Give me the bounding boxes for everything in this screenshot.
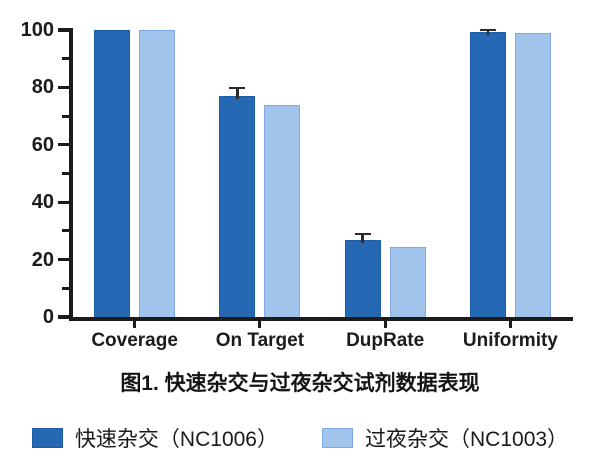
- bar: [139, 30, 176, 317]
- y-minor-tick: [62, 286, 69, 290]
- y-major-tick: [58, 315, 69, 319]
- error-bar-stem: [486, 30, 490, 35]
- x-axis-line: [69, 317, 573, 321]
- x-tick: [383, 320, 387, 328]
- legend-swatch-fast-hyb: [31, 428, 63, 448]
- y-minor-tick: [62, 57, 69, 61]
- legend-label: 过夜杂交（NC1003）: [365, 428, 569, 451]
- error-bar-cap: [354, 232, 371, 236]
- bar: [264, 104, 301, 317]
- bar: [344, 239, 381, 317]
- legend-swatch-overnight-hyb: [322, 428, 353, 448]
- y-major-tick: [58, 28, 69, 32]
- x-tick: [258, 320, 262, 328]
- y-minor-tick: [62, 172, 69, 175]
- y-tick-label: 80: [31, 76, 54, 99]
- y-tick-label: 40: [31, 191, 54, 214]
- bar: [514, 32, 551, 317]
- bar: [219, 96, 256, 317]
- y-major-tick: [58, 258, 69, 262]
- bar: [389, 246, 426, 317]
- bar: [469, 32, 506, 317]
- y-major-tick: [58, 143, 69, 147]
- chart-legend: 快速杂交（NC1006） 过夜杂交（NC1003）: [0, 423, 600, 453]
- x-category-label: DupRate: [346, 330, 425, 351]
- x-category-label: Coverage: [91, 330, 178, 351]
- y-major-tick: [58, 200, 69, 204]
- y-minor-tick: [62, 114, 69, 118]
- legend-item-overnight-hyb: 过夜杂交（NC1003）: [322, 423, 568, 453]
- error-bar-stem: [236, 87, 239, 99]
- y-major-tick: [58, 85, 69, 89]
- error-bar-cap: [229, 86, 246, 90]
- bar: [94, 30, 131, 317]
- error-bar-stem: [361, 233, 364, 243]
- y-tick-label: 100: [20, 19, 54, 41]
- legend-label: 快速杂交（NC1006）: [74, 428, 278, 451]
- y-tick-label: 0: [42, 306, 54, 328]
- error-bar-cap: [479, 28, 496, 32]
- y-minor-tick: [62, 229, 69, 233]
- y-tick-label: 20: [31, 248, 54, 271]
- legend-item-fast-hyb: 快速杂交（NC1006）: [31, 423, 278, 453]
- x-tick: [508, 320, 512, 328]
- y-axis-line: [69, 28, 73, 320]
- chart-title: 图1. 快速杂交与过夜杂交试剂数据表现: [120, 372, 480, 395]
- y-tick-label: 60: [31, 133, 54, 156]
- x-category-label: Uniformity: [462, 330, 558, 351]
- x-category-label: On Target: [215, 330, 305, 351]
- x-tick: [133, 320, 137, 328]
